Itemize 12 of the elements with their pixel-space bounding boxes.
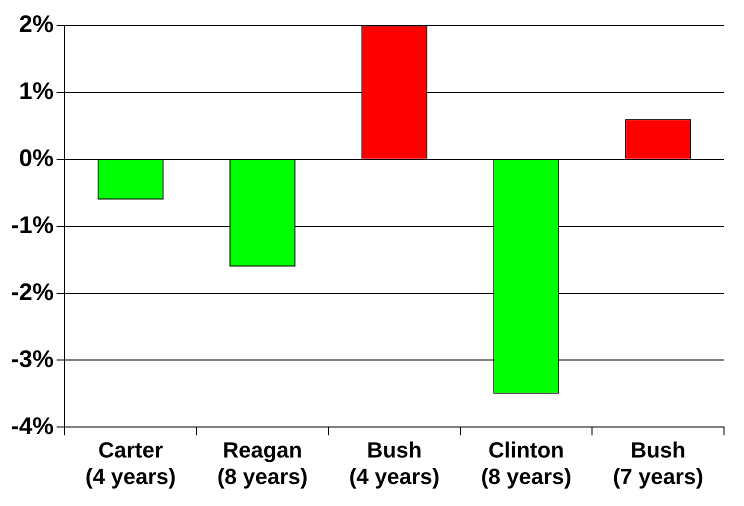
y-tick-label: -1% [10,212,54,239]
x-tick-label: Bush (7 years) [612,437,704,489]
x-tick-label: Clinton (8 years) [480,437,572,489]
x-tick-label: Carter (4 years) [85,437,176,489]
y-tick-label: -4% [10,412,54,440]
y-tick-label: -2% [10,278,54,306]
y-tick-label: 1% [18,78,54,105]
x-tick-label: Bush (4 years) [349,437,440,489]
y-tick-label: 2% [18,11,54,38]
y-tick-label: 0% [18,144,54,172]
x-tick-label: Reagan (8 years) [217,437,308,489]
y-tick-label: -3% [10,346,54,373]
